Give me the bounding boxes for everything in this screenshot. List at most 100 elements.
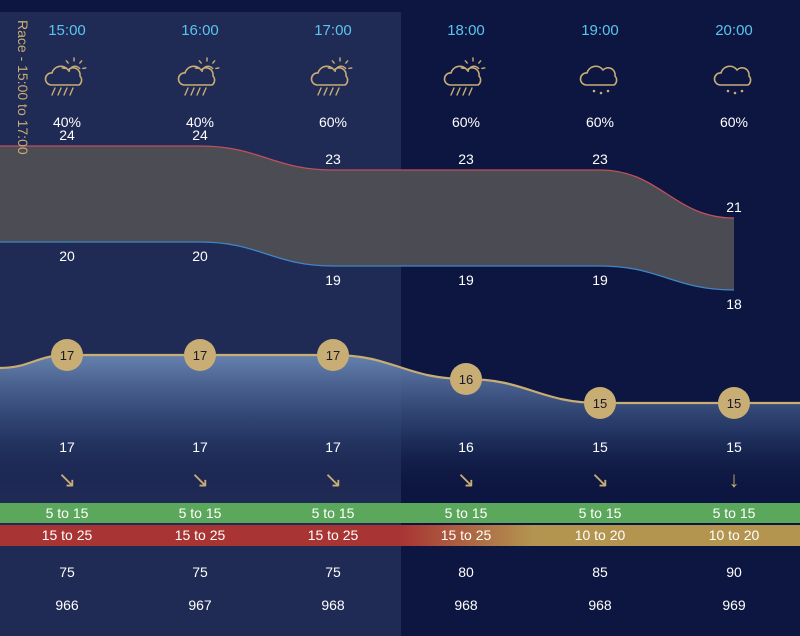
rain-streak: [196, 87, 201, 96]
sun-disc: [201, 65, 214, 73]
wind-speed-bubble: [317, 339, 349, 371]
wind-band-second-label: 10 to 20: [575, 527, 626, 543]
sun-ray: [82, 67, 87, 70]
wind-direction-arrow-icon: ↘: [191, 467, 209, 492]
sun-cloud-rain-icon: [177, 57, 220, 96]
wind-speed-value: 17: [59, 439, 75, 455]
temp-low-line: [0, 241, 735, 291]
wind-line: [0, 353, 800, 405]
wind-band-green-label: 5 to 15: [713, 505, 756, 521]
rain-streak: [202, 87, 207, 96]
pressure-value: 967: [188, 597, 212, 613]
rain-streak: [69, 87, 74, 96]
sun-ray: [460, 67, 465, 70]
drizzle-drop: [733, 91, 737, 95]
wind-direction-arrow-icon: ↘: [591, 467, 609, 492]
sun-ray: [61, 67, 66, 70]
wind-speed-bubble: [584, 387, 616, 419]
temp-high-label: 24: [59, 127, 75, 143]
drizzle-drop: [740, 89, 744, 93]
wind-direction-arrow-icon: ↘: [58, 467, 76, 492]
cloud-shape: [579, 65, 618, 86]
precip-chance: 60%: [586, 114, 614, 130]
wind-range-bands: [0, 503, 800, 546]
hour-column: 19:00 60% 23 19 15 15 ↘ 5 to 15 10 to 20 85 968: [575, 22, 626, 613]
hour-column: 17:00 60% 23 19 17 17 ↘ 5 to 15 15 to 25 75 968: [308, 22, 359, 613]
hour-label: 17:00: [314, 22, 352, 39]
wind-band-green-label: 5 to 15: [312, 505, 355, 521]
rain-streak: [317, 87, 322, 96]
temp-low-label: 18: [726, 296, 742, 312]
pressure-value: 968: [454, 597, 478, 613]
sun-cloud-rain-icon: [443, 57, 486, 96]
temp-low-label: 19: [592, 272, 608, 288]
sun-ray: [327, 67, 332, 70]
wind-band-second-segment: [133, 525, 267, 546]
hour-column: 15:00 40%24 20 17 17 ↘ 5 to 15 15 to 25 75 966: [42, 22, 93, 613]
hour-label: 16:00: [181, 22, 219, 39]
wind-speed-bubble: [51, 339, 83, 371]
rain-streak: [190, 87, 195, 96]
humidity-value: 85: [592, 564, 608, 580]
sun-disc: [68, 65, 81, 73]
wind-band-green-label: 5 to 15: [579, 505, 622, 521]
wind-speed-bubble: [184, 339, 216, 371]
sun-ray: [79, 60, 83, 64]
wind-band-green: [0, 503, 800, 523]
sun-cloud-rain-icon: [44, 57, 87, 96]
wind-speed-value: 15: [726, 439, 742, 455]
wind-speed-bubble-label: 17: [193, 348, 207, 363]
wind-speed-bubble-label: 15: [727, 396, 741, 411]
hour-column: 18:00 60% 23 19 16 16 ↘ 5 to 15 15 to 25 80 968: [441, 22, 492, 613]
wind-speed-bubble-label: 16: [459, 372, 473, 387]
humidity-value: 75: [59, 564, 75, 580]
pressure-value: 968: [588, 597, 612, 613]
race-window-label: Race - 15:00 to 17:00: [15, 20, 31, 155]
wind-band-second-segment: [0, 525, 134, 546]
pressure-value: 968: [321, 597, 345, 613]
temp-range-fill: [0, 146, 734, 290]
temp-high-label: 23: [592, 151, 608, 167]
hour-label: 19:00: [581, 22, 619, 39]
hour-column: 16:00 40%24 20 17 17 ↘ 5 to 15 15 to 25 75 967: [175, 22, 226, 613]
sun-ray: [478, 60, 482, 64]
sun-ray: [345, 60, 349, 64]
temp-high-label: 24: [192, 127, 208, 143]
sun-ray: [194, 67, 199, 70]
rain-streak: [456, 87, 461, 96]
hour-label: 15:00: [48, 22, 86, 39]
wind-speed-value: 17: [325, 439, 341, 455]
rain-streak: [462, 87, 467, 96]
hour-label: 20:00: [715, 22, 753, 39]
wind-band-green-label: 5 to 15: [445, 505, 488, 521]
rain-streak: [468, 87, 473, 96]
sun-ray: [481, 67, 486, 70]
wind-band-second-segment: [667, 525, 800, 546]
sun-disc: [467, 65, 480, 73]
sun-ray: [215, 67, 220, 70]
drizzle-drop: [606, 89, 610, 93]
wind-band-green-label: 5 to 15: [46, 505, 89, 521]
sun-ray: [348, 67, 353, 70]
temperature-band: [0, 145, 735, 291]
temp-low-label: 20: [192, 248, 208, 264]
precip-chance: 40%: [186, 114, 214, 130]
cloud-drizzle-icon: [579, 65, 618, 95]
cloud-shape: [713, 65, 752, 86]
wind-band-second-label: 15 to 25: [42, 527, 93, 543]
humidity-value: 75: [325, 564, 341, 580]
sun-ray: [331, 60, 335, 64]
wind-speed-bubble-label: 15: [593, 396, 607, 411]
wind-direction-arrow-icon: ↘: [324, 467, 342, 492]
wind-speed-bubble: [718, 387, 750, 419]
rain-streak: [51, 87, 56, 96]
temp-high-label: 23: [325, 151, 341, 167]
wind-speed-value: 17: [192, 439, 208, 455]
precip-chance: 60%: [720, 114, 748, 130]
rain-streak: [184, 87, 189, 96]
precip-chance: 60%: [452, 114, 480, 130]
wind-band-second-segment: [533, 525, 668, 546]
wind-direction-arrow-icon: ↘: [457, 467, 475, 492]
